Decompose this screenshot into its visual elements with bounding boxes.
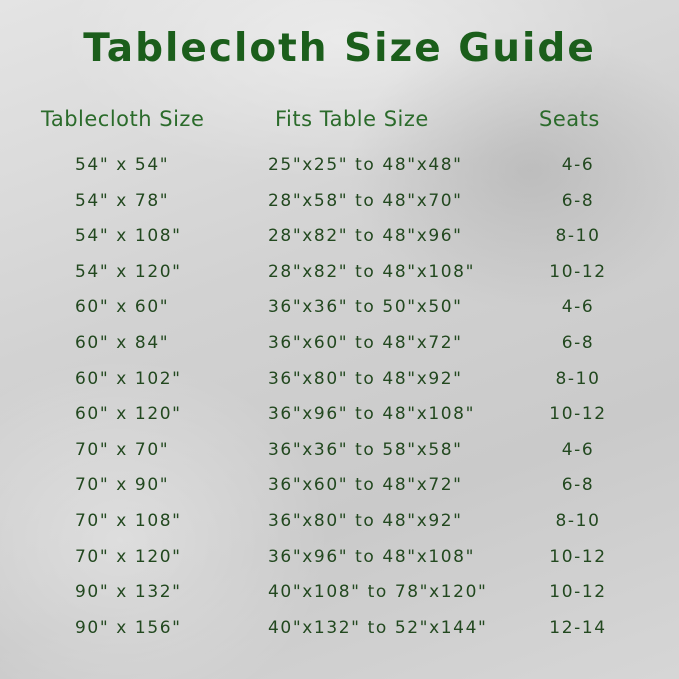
table-row: 60" x 60" 36"x36" to 50"x50" 4-6	[0, 297, 679, 327]
fits-table-size-cell: 36"x60" to 48"x72"	[268, 333, 463, 353]
tablecloth-size-cell: 54" x 78"	[75, 190, 170, 211]
tablecloth-size-cell: 60" x 84"	[75, 333, 170, 353]
seats-cell: 4-6	[561, 155, 595, 175]
fits-table-size-cell: 28"x58" to 48"x70"	[268, 190, 463, 211]
tablecloth-size-cell: 60" x 102"	[75, 368, 182, 389]
table-row: 54" x 78" 28"x58" to 48"x70" 6-8	[0, 191, 679, 221]
table-row: 54" x 54" 25"x25" to 48"x48" 4-6	[0, 155, 679, 185]
tablecloth-size-cell: 54" x 108"	[75, 226, 182, 247]
table-row: 90" x 132" 40"x108" to 78"x120" 10-12	[0, 582, 679, 612]
tablecloth-size-cell: 90" x 132"	[75, 582, 182, 603]
header-seats: Seats	[539, 107, 600, 131]
seats-cell: 10-12	[549, 546, 607, 567]
seats-cell: 10-12	[549, 582, 607, 603]
table-row: 70" x 108" 36"x80" to 48"x92" 8-10	[0, 511, 679, 541]
seats-cell: 8-10	[555, 368, 601, 389]
fits-table-size-cell: 36"x96" to 48"x108"	[268, 404, 476, 425]
tablecloth-size-cell: 60" x 120"	[75, 404, 182, 425]
table-row: 70" x 120" 36"x96" to 48"x108" 10-12	[0, 547, 679, 577]
seats-cell: 6-8	[561, 475, 595, 496]
fits-table-size-cell: 36"x36" to 58"x58"	[268, 439, 463, 460]
tablecloth-size-cell: 70" x 90"	[75, 475, 170, 496]
fits-table-size-cell: 36"x36" to 50"x50"	[268, 297, 463, 318]
table-row: 60" x 120" 36"x96" to 48"x108" 10-12	[0, 404, 679, 434]
fits-table-size-cell: 25"x25" to 48"x48"	[268, 155, 463, 175]
tablecloth-size-cell: 54" x 54"	[75, 155, 170, 175]
header-fits-table-size: Fits Table Size	[275, 107, 429, 131]
seats-cell: 10-12	[549, 261, 607, 282]
table-row: 54" x 120" 28"x82" to 48"x108" 10-12	[0, 262, 679, 292]
fits-table-size-cell: 40"x132" to 52"x144"	[268, 617, 488, 638]
table-row: 60" x 102" 36"x80" to 48"x92" 8-10	[0, 369, 679, 399]
tablecloth-size-cell: 90" x 156"	[75, 617, 182, 638]
seats-cell: 4-6	[561, 297, 595, 318]
tablecloth-size-cell: 70" x 120"	[75, 546, 182, 567]
fits-table-size-cell: 36"x96" to 48"x108"	[268, 546, 476, 567]
table-row: 70" x 70" 36"x36" to 58"x58" 4-6	[0, 440, 679, 470]
seats-cell: 6-8	[561, 333, 595, 353]
seats-cell: 10-12	[549, 404, 607, 425]
table-row: 90" x 156" 40"x132" to 52"x144" 12-14	[0, 618, 679, 648]
seats-cell: 8-10	[555, 226, 601, 247]
tablecloth-size-cell: 70" x 70"	[75, 439, 170, 460]
seats-cell: 6-8	[561, 190, 595, 211]
fits-table-size-cell: 40"x108" to 78"x120"	[268, 582, 488, 603]
seats-cell: 8-10	[555, 511, 601, 531]
seats-cell: 4-6	[561, 439, 595, 460]
table-row: 70" x 90" 36"x60" to 48"x72" 6-8	[0, 475, 679, 505]
fits-table-size-cell: 28"x82" to 48"x108"	[268, 261, 476, 282]
fits-table-size-cell: 36"x80" to 48"x92"	[268, 368, 463, 389]
fits-table-size-cell: 28"x82" to 48"x96"	[268, 226, 463, 247]
seats-cell: 12-14	[549, 617, 607, 638]
table-row: 60" x 84" 36"x60" to 48"x72" 6-8	[0, 333, 679, 363]
page-title: Tablecloth Size Guide	[83, 26, 596, 71]
tablecloth-size-cell: 54" x 120"	[75, 261, 182, 282]
tablecloth-size-cell: 70" x 108"	[75, 511, 182, 531]
fits-table-size-cell: 36"x80" to 48"x92"	[268, 511, 463, 531]
header-tablecloth-size: Tablecloth Size	[41, 107, 205, 131]
fits-table-size-cell: 36"x60" to 48"x72"	[268, 475, 463, 496]
tablecloth-size-cell: 60" x 60"	[75, 297, 170, 318]
table-row: 54" x 108" 28"x82" to 48"x96" 8-10	[0, 226, 679, 256]
